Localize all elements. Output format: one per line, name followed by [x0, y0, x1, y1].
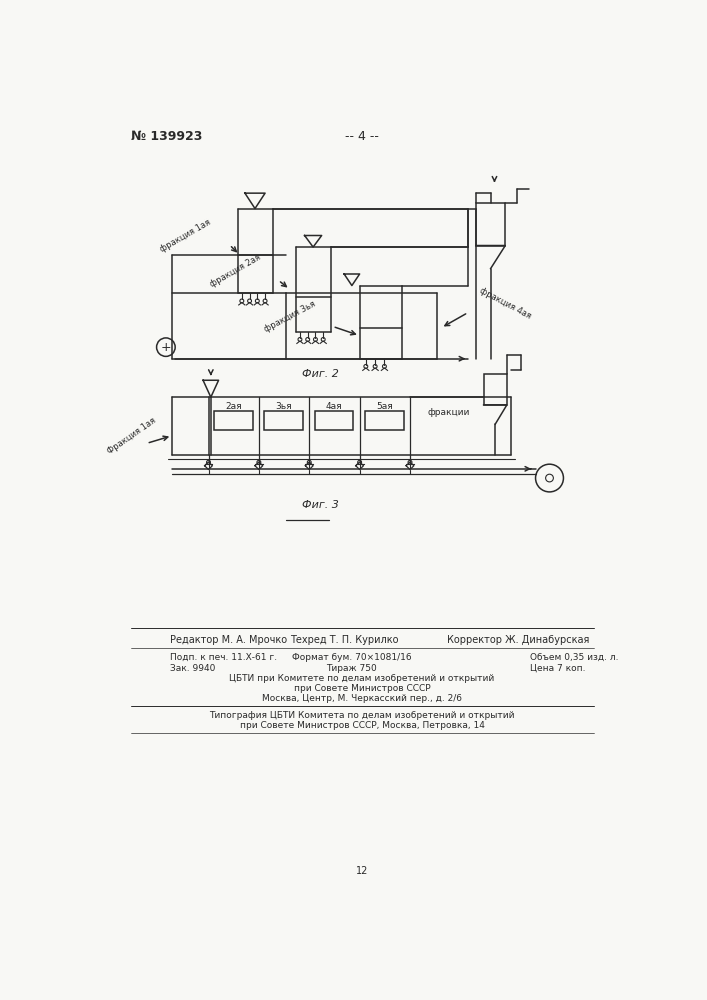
Text: при Совете Министров СССР, Москва, Петровка, 14: при Совете Министров СССР, Москва, Петро… [240, 721, 484, 730]
Text: Фиг. 3: Фиг. 3 [303, 500, 339, 510]
Text: ЦБТИ при Комитете по делам изобретений и открытий: ЦБТИ при Комитете по делам изобретений и… [229, 674, 495, 683]
Text: Фиг. 2: Фиг. 2 [303, 369, 339, 379]
Text: Подп. к печ. 11.Х-61 г.: Подп. к печ. 11.Х-61 г. [170, 653, 277, 662]
Text: Редактор М. А. Мрочко: Редактор М. А. Мрочко [170, 635, 287, 645]
Text: фракции: фракции [428, 408, 470, 417]
Text: Техред Т. П. Курилко: Техред Т. П. Курилко [290, 635, 398, 645]
Text: -- 4 --: -- 4 -- [345, 130, 379, 143]
Text: Формат бум. 70×1081/16: Формат бум. 70×1081/16 [292, 653, 411, 662]
Text: 4ая: 4ая [326, 402, 342, 411]
Text: Москва, Центр, М. Черкасский пер., д. 2/6: Москва, Центр, М. Черкасский пер., д. 2/… [262, 694, 462, 703]
Text: № 139923: № 139923 [131, 130, 202, 143]
Text: фракция 3ья: фракция 3ья [262, 299, 317, 334]
Bar [484, 374, 507, 405]
Text: Тираж 750: Тираж 750 [327, 664, 378, 673]
Text: фракция 2ая: фракция 2ая [209, 253, 263, 289]
Text: 3ья: 3ья [275, 402, 292, 411]
Text: Цена 7 коп.: Цена 7 коп. [530, 664, 585, 673]
Text: при Совете Министров СССР: при Совете Министров СССР [293, 684, 431, 693]
Text: Фракция 1ая: Фракция 1ая [106, 416, 158, 456]
Text: 5ая: 5ая [376, 402, 393, 411]
Text: фракция 4ая: фракция 4ая [478, 286, 533, 321]
Text: Типография ЦБТИ Комитета по делам изобретений и открытий: Типография ЦБТИ Комитета по делам изобре… [209, 711, 515, 720]
Text: +: + [160, 341, 171, 354]
Text: Объем 0,35 изд. л.: Объем 0,35 изд. л. [530, 653, 619, 662]
Text: 12: 12 [356, 866, 368, 876]
Bar [264, 411, 303, 430]
Bar [214, 411, 252, 430]
Text: фракция 1ая: фракция 1ая [158, 217, 212, 254]
Text: 2ая: 2ая [225, 402, 242, 411]
Text: Зак. 9940: Зак. 9940 [170, 664, 215, 673]
Bar [315, 411, 354, 430]
Text: Корректор Ж. Динабурская: Корректор Ж. Динабурская [448, 635, 590, 645]
Bar [365, 411, 404, 430]
Bar [476, 203, 506, 246]
